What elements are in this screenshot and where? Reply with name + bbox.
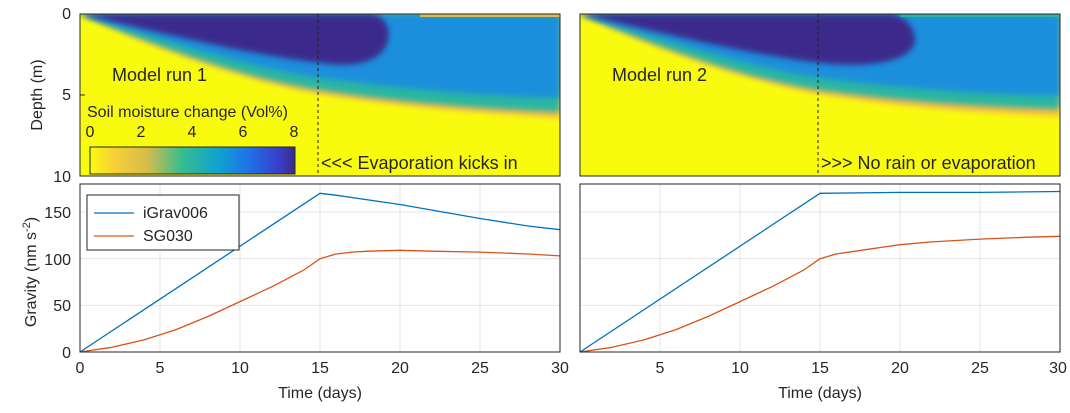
colorbar-gradient	[89, 146, 296, 175]
y-tick-label: 0	[62, 6, 71, 23]
heatmap-y-axis: 0 5 10 Depth (m)	[29, 6, 85, 186]
series-line-igrav006-run1	[79, 192, 561, 353]
x-tick-label: 5	[656, 360, 665, 377]
y-tick-label: 0	[62, 345, 71, 362]
y-axis-label-gravity: Gravity (nm s-2)	[21, 217, 40, 327]
legend: iGrav006 SG030	[86, 194, 240, 251]
x-tick-label: 10	[731, 360, 749, 377]
event-label-run2: >>> No rain or evaporation	[821, 153, 1036, 173]
series-line-sg030-run2	[579, 235, 1061, 353]
plot-frame-run2	[579, 183, 1061, 353]
annotation-run1: Model run 1	[112, 65, 207, 85]
y-axis-run1: 0 50 100 150 Gravity (nm s-2)	[21, 205, 71, 362]
heatmap-run1-moisture-core	[80, 14, 389, 65]
y-tick-label: 100	[44, 252, 71, 269]
heatmap-run1: Model run 1 <<< Evaporation kicks in 0 5…	[29, 6, 561, 186]
y-tick-label: 50	[53, 298, 71, 315]
x-tick-label: 25	[471, 360, 489, 377]
y-tick-label: 150	[44, 205, 71, 222]
heatmap-run2-surface	[900, 14, 1060, 17]
y-axis-label-depth: Depth (m)	[29, 59, 46, 130]
x-axis-label: Time (days)	[278, 385, 362, 402]
colorbar-tick-label: 0	[86, 124, 95, 141]
legend-label-igrav006: iGrav006	[143, 205, 208, 222]
x-tick-label: 5	[156, 360, 165, 377]
grid-run2	[580, 184, 1060, 352]
x-tick-label: 25	[971, 360, 989, 377]
series-line-sg030-run1	[79, 249, 561, 353]
legend-box	[86, 194, 240, 251]
x-tick-label: 10	[231, 360, 249, 377]
x-tick-label: 30	[551, 360, 569, 377]
heatmap-run2: Model run 2 >>> No rain or evaporation	[579, 13, 1061, 177]
y-tick-label: 5	[62, 87, 71, 104]
colorbar-tick-label: 6	[239, 124, 248, 141]
series-run2	[579, 190, 1061, 353]
annotation-run2: Model run 2	[612, 65, 707, 85]
x-tick-label: 15	[811, 360, 829, 377]
x-axis-run2: 5 10 15 20 25 30 Time (days)	[656, 360, 1067, 402]
colorbar: Soil moisture change (Vol%) 0 2 4 6 8	[86, 104, 299, 175]
series-run1	[79, 192, 561, 353]
heatmap-run1-surface-dry	[420, 14, 560, 17]
line-chart-run1: 0 5 10 15 20 25 30 Time (days) 0 50 100 …	[21, 183, 569, 402]
x-tick-label: 30	[1049, 360, 1067, 377]
heatmap-run2-frame	[579, 13, 1061, 177]
plot-frame-run1	[79, 183, 561, 353]
y-tick-label: 10	[53, 169, 71, 186]
x-axis-run1: 0 5 10 15 20 25 30 Time (days)	[76, 360, 569, 402]
series-line-igrav006-run2	[579, 190, 1061, 353]
event-label-run1: <<< Evaporation kicks in	[321, 153, 518, 173]
x-tick-label: 15	[311, 360, 329, 377]
heatmap-run2-moisture-core	[580, 14, 915, 65]
x-axis-label: Time (days)	[778, 385, 862, 402]
colorbar-tick-label: 8	[290, 124, 299, 141]
x-tick-label: 20	[391, 360, 409, 377]
colorbar-tick-label: 4	[188, 124, 197, 141]
colorbar-tick-label: 2	[137, 124, 146, 141]
legend-label-sg030: SG030	[143, 228, 193, 245]
x-tick-label: 0	[76, 360, 85, 377]
colorbar-title: Soil moisture change (Vol%)	[87, 104, 288, 121]
line-chart-run2: 5 10 15 20 25 30 Time (days)	[579, 183, 1067, 402]
x-tick-label: 20	[891, 360, 909, 377]
